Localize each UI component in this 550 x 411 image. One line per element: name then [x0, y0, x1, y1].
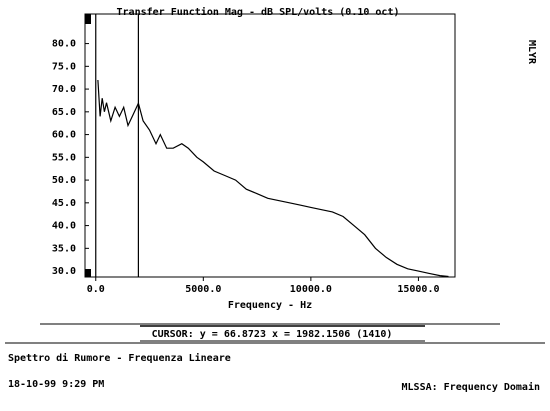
y-tick-label: 40.0 [52, 221, 76, 232]
cursor-readout: CURSOR: y = 66.8723 x = 1982.1506 (1410) [152, 329, 393, 340]
x-axis-label: Frequency - Hz [228, 300, 312, 311]
x-tick-label: 10000.0 [290, 284, 332, 295]
footer-title: Spettro di Rumore - Frequenza Lineare [8, 352, 231, 364]
chart-title: Transfer Function Mag - dB SPL/volts (0.… [117, 6, 400, 18]
footer-app: MLSSA: Frequency Domain [402, 381, 540, 393]
y-tick-label: 80.0 [52, 39, 76, 50]
plot-frame [84, 13, 456, 278]
y-tick-label: 55.0 [52, 152, 76, 163]
y-tick-label: 60.0 [52, 130, 76, 141]
y-tick-label: 70.0 [52, 84, 76, 95]
x-tick-label: 0.0 [87, 284, 105, 295]
x-tick-label: 15000.0 [397, 284, 439, 295]
y-tick-label: 65.0 [52, 107, 76, 118]
y-tick-label: 45.0 [52, 198, 76, 209]
y-tick-label: 75.0 [52, 61, 76, 72]
y-tick-label: 35.0 [52, 243, 76, 254]
footer-date: 18-10-99 9:29 PM [8, 379, 104, 390]
y-tick-label: 50.0 [52, 175, 76, 186]
corner-marker [85, 14, 91, 24]
side-label: MLYR [526, 40, 537, 65]
y-tick-label: 30.0 [52, 266, 76, 277]
x-tick-label: 5000.0 [185, 284, 221, 295]
corner-marker [85, 269, 91, 277]
data-line [97, 79, 449, 278]
